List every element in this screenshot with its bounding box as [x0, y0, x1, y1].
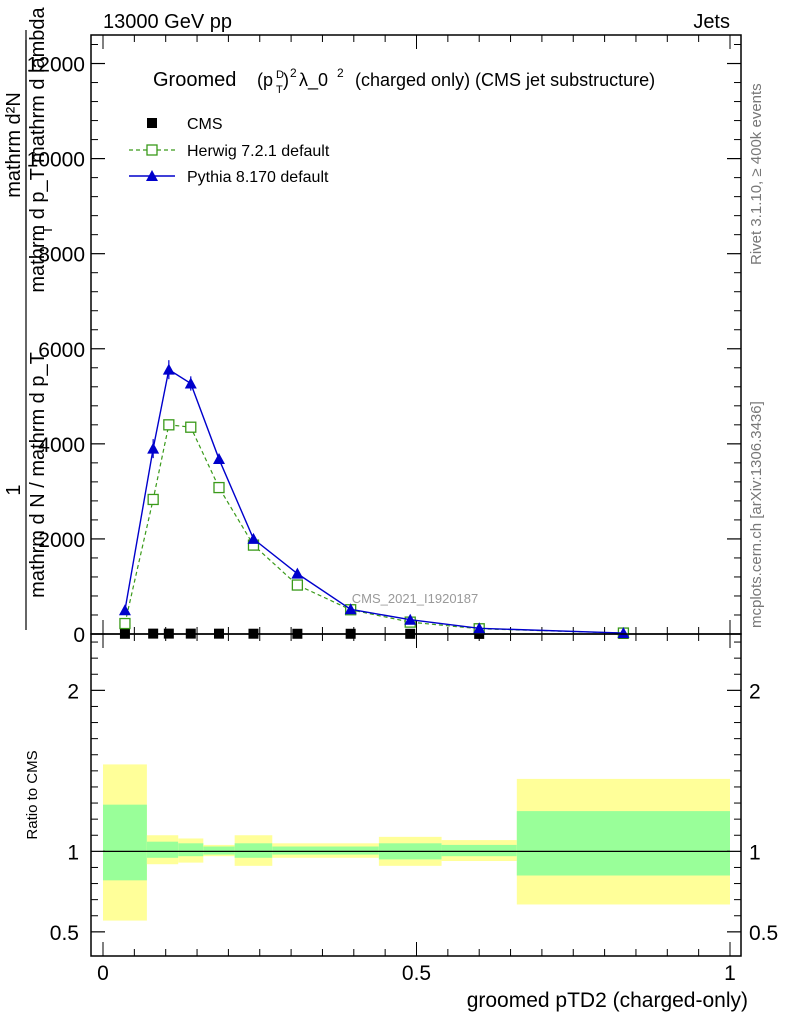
herwig-point — [147, 493, 159, 506]
title-lambda: λ_0 — [299, 70, 328, 91]
y-tick-label: 6000 — [38, 339, 85, 362]
y-label-denominator: mathrm d N / mathrm d p_T — [27, 352, 49, 598]
legend-pythia-label: Pythia 8.170 default — [187, 169, 329, 186]
pythia-point — [404, 613, 417, 625]
mcplots-label: mcplots.cern.ch [arXiv:1306.3436] — [748, 401, 765, 628]
herwig-point — [213, 481, 225, 494]
ratio-band-green — [178, 843, 204, 857]
pythia-point — [162, 363, 175, 375]
title-sub-t: T — [276, 84, 283, 96]
ratio-y-tick-label: 2 — [67, 680, 79, 703]
ratio-x-axis: 0 0.5 1 — [97, 634, 736, 985]
title-suffix: (charged only) (CMS jet substructure) — [355, 70, 655, 90]
main-y-label: 1 mathrm d²N mathrm d p_T mathrm d lambd… — [3, 6, 55, 630]
y-tick-label: 2000 — [38, 529, 85, 552]
title-sup-2a: 2 — [290, 66, 297, 80]
y-tick-label: 12000 — [27, 54, 85, 77]
herwig-point — [291, 579, 304, 591]
y-label-d2n: mathrm d²N — [3, 92, 25, 198]
herwig-point — [185, 421, 197, 433]
herwig-point — [119, 617, 131, 630]
herwig-point — [163, 419, 175, 431]
ratio-band-green — [103, 804, 147, 881]
title-sup-d: D — [276, 69, 284, 81]
pythia-point — [184, 377, 197, 389]
svg-text:D: D — [276, 69, 284, 81]
pythia-point — [118, 604, 131, 616]
y-label-lambda: mathrm d p_T mathrm d lambda — [27, 6, 49, 292]
svg-text:2: 2 — [290, 66, 297, 80]
ratio-y-tick-label-right: 1 — [749, 841, 761, 864]
legend-cms-label: CMS — [187, 116, 223, 133]
title-sup-2b: 2 — [337, 66, 344, 80]
legend-herwig-marker — [146, 144, 158, 156]
x-axis-label: groomed pTD2 (charged-only) — [467, 989, 748, 1012]
pythia-point — [291, 567, 304, 579]
svg-text:(charged only) (CMS jet substr: (charged only) (CMS jet substructure) — [355, 70, 655, 90]
svg-text:(p: (p — [257, 70, 273, 90]
header-energy: 13000 GeV pp — [103, 11, 232, 33]
analysis-watermark: CMS_2021_I1920187 — [352, 591, 479, 606]
pythia-point — [344, 603, 357, 615]
ratio-y-axis: 0.5 0.5 1 1 2 2 — [50, 641, 778, 945]
title-paren-close: ) — [283, 70, 289, 90]
ratio-band-green — [272, 846, 379, 855]
ratio-y-label: Ratio to CMS — [24, 750, 41, 839]
pythia-point — [147, 442, 160, 454]
x-tick-label: 1 — [724, 962, 736, 985]
title-paren-open: (p — [257, 70, 273, 90]
pythia-point — [617, 627, 630, 639]
legend: CMS Herwig 7.2.1 default Pythia 8.170 de… — [129, 116, 330, 186]
legend-herwig-label: Herwig 7.2.1 default — [187, 143, 330, 160]
y-label-numerator: 1 — [3, 484, 25, 495]
title-groomed: Groomed — [153, 69, 236, 91]
ratio-bands — [103, 764, 730, 921]
pythia-point — [212, 453, 225, 465]
svg-text:2: 2 — [337, 66, 344, 80]
header-category: Jets — [693, 11, 730, 33]
pythia-point — [473, 622, 486, 634]
legend-cms-marker — [147, 118, 157, 128]
plot-title: Groomed (p D T ) 2 λ_0 2 (charged only) … — [153, 66, 655, 96]
ratio-band-green — [203, 846, 235, 855]
svg-text:): ) — [283, 70, 289, 90]
y-tick-label: 10000 — [27, 149, 85, 172]
y-tick-label: 8000 — [38, 244, 85, 267]
legend-pythia-marker — [146, 170, 158, 181]
svg-text:λ_0: λ_0 — [299, 70, 328, 91]
svg-text:T: T — [276, 84, 283, 96]
y-tick-label: 4000 — [38, 434, 85, 457]
ratio-y-tick-label-right: 2 — [749, 680, 761, 703]
ratio-band-green — [234, 843, 273, 858]
x-tick-label: 0.5 — [402, 962, 431, 985]
ratio-band-green — [441, 844, 517, 857]
main-y-axis: 0 2000 4000 6000 8000 10000 12000 — [27, 44, 741, 647]
ratio-y-tick-label: 1 — [67, 841, 79, 864]
pythia-point — [247, 532, 260, 544]
ratio-band-green — [516, 811, 730, 876]
ratio-y-tick-label-right: 0.5 — [749, 922, 778, 945]
y-tick-label: 0 — [73, 624, 85, 647]
rivet-label: Rivet 3.1.10, ≥ 400k events — [748, 83, 765, 265]
ratio-y-tick-label: 0.5 — [50, 922, 79, 945]
ratio-band-green — [146, 841, 179, 858]
x-tick-label: 0 — [97, 962, 109, 985]
svg-text:Groomed: Groomed — [153, 69, 236, 91]
y-label-sub-t: T — [40, 226, 55, 234]
